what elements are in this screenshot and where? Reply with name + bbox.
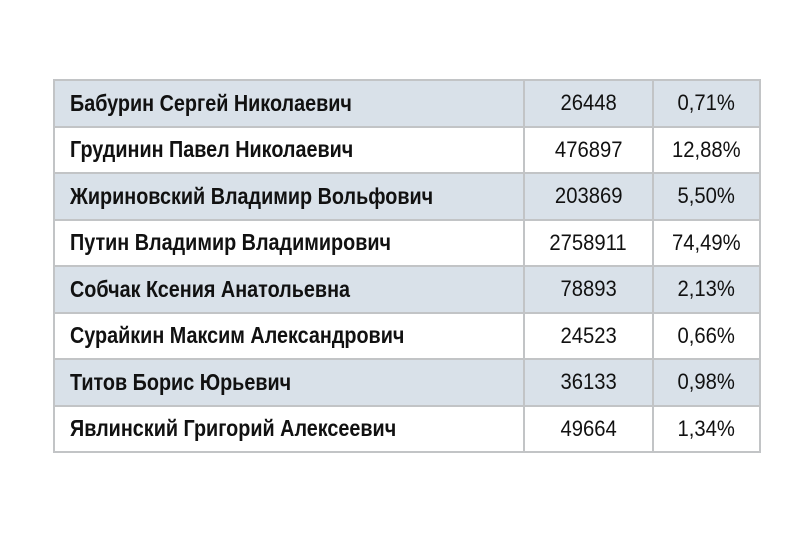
candidate-name-text: Сурайкин Максим Александрович [70, 322, 405, 349]
percent-cell: 74,49% [652, 218, 761, 267]
candidate-name-text: Путин Владимир Владимирович [70, 229, 392, 256]
percent-cell: 0,98% [652, 358, 761, 407]
percent-cell: 0,71% [652, 79, 761, 128]
percent-text: 2,13% [677, 276, 736, 302]
percent-cell: 12,88% [652, 125, 761, 174]
percent-cell: 1,34% [652, 404, 761, 453]
votes-text: 36133 [560, 369, 617, 395]
votes-cell: 2758911 [523, 218, 654, 267]
candidate-name-text: Бабурин Сергей Николаевич [70, 89, 352, 116]
percent-text: 5,50% [677, 183, 736, 209]
candidate-name-cell: Грудинин Павел Николаевич [53, 125, 525, 174]
percent-cell: 2,13% [652, 265, 761, 314]
votes-cell: 24523 [523, 311, 654, 360]
candidate-name-cell: Собчак Ксения Анатольевна [53, 265, 525, 314]
votes-text: 24523 [560, 322, 617, 348]
votes-cell: 26448 [523, 79, 654, 128]
table-row: Собчак Ксения Анатольевна 78893 2,13% [53, 265, 761, 314]
percent-text: 0,66% [677, 322, 736, 348]
votes-text: 2758911 [549, 229, 628, 255]
candidate-name-cell: Титов Борис Юрьевич [53, 358, 525, 407]
votes-text: 49664 [560, 415, 617, 441]
table-row: Путин Владимир Владимирович 2758911 74,49% [53, 218, 761, 267]
table-row: Явлинский Григорий Алексеевич 49664 1,34% [53, 404, 761, 453]
votes-text: 203869 [554, 183, 623, 209]
votes-cell: 203869 [523, 172, 654, 221]
table-row: Титов Борис Юрьевич 36133 0,98% [53, 358, 761, 407]
table-row: Жириновский Владимир Вольфович 203869 5,50… [53, 172, 761, 221]
candidate-name-text: Явлинский Григорий Алексеевич [70, 415, 397, 442]
table-row: Грудинин Павел Николаевич 476897 12,88% [53, 125, 761, 174]
table-row: Бабурин Сергей Николаевич 26448 0,71% [53, 79, 761, 128]
percent-cell: 0,66% [652, 311, 761, 360]
candidate-name-cell: Путин Владимир Владимирович [53, 218, 525, 267]
votes-text: 78893 [560, 276, 617, 302]
candidate-name-text: Титов Борис Юрьевич [70, 368, 292, 395]
candidate-name-text: Жириновский Владимир Вольфович [70, 182, 434, 209]
candidate-name-text: Собчак Ксения Анатольевна [70, 275, 351, 302]
votes-text: 476897 [554, 136, 623, 162]
votes-cell: 49664 [523, 404, 654, 453]
percent-text: 0,71% [677, 90, 736, 116]
votes-cell: 36133 [523, 358, 654, 407]
percent-text: 1,34% [677, 415, 736, 441]
percent-text: 74,49% [672, 229, 741, 255]
votes-cell: 476897 [523, 125, 654, 174]
votes-cell: 78893 [523, 265, 654, 314]
candidate-name-cell: Сурайкин Максим Александрович [53, 311, 525, 360]
votes-text: 26448 [560, 90, 617, 116]
candidate-name-cell: Жириновский Владимир Вольфович [53, 172, 525, 221]
candidate-name-cell: Явлинский Григорий Алексеевич [53, 404, 525, 453]
candidate-name-text: Грудинин Павел Николаевич [70, 136, 354, 163]
percent-text: 12,88% [672, 136, 741, 162]
percent-cell: 5,50% [652, 172, 761, 221]
table-row: Сурайкин Максим Александрович 24523 0,66% [53, 311, 761, 360]
percent-text: 0,98% [677, 369, 736, 395]
candidate-name-cell: Бабурин Сергей Николаевич [53, 79, 525, 128]
results-table: Бабурин Сергей Николаевич 26448 0,71% Груди… [53, 79, 761, 453]
